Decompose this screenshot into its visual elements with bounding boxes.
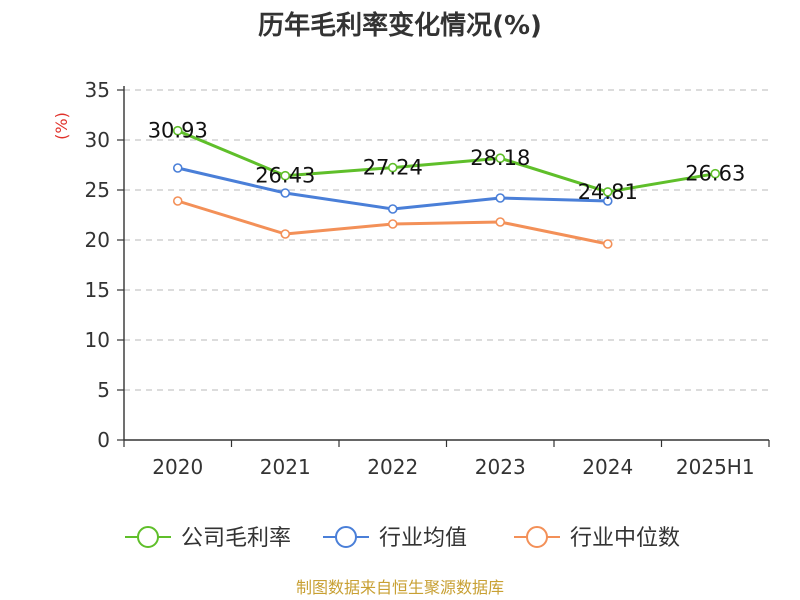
- data-point: [387, 204, 398, 214]
- data-label: 30.93: [148, 119, 208, 143]
- data-labels: 30.93 26.43 27.24 28.18 24.81 26.63: [148, 119, 746, 204]
- x-axis-ticks: 2020 2021 2022 2023 2024 2025H1: [152, 455, 754, 479]
- legend-label: 行业中位数: [570, 526, 680, 551]
- data-point: [495, 193, 506, 203]
- y-tick-label: 20: [85, 228, 110, 252]
- data-point: [387, 162, 398, 173]
- x-tick-label: 2021: [260, 455, 311, 479]
- legend-label: 公司毛利率: [181, 526, 291, 551]
- chart-title: 历年毛利率变化情况(%): [258, 10, 542, 41]
- x-tick-label: 2022: [367, 455, 418, 479]
- y-axis-unit: (%): [52, 112, 71, 140]
- y-tick-label: 5: [97, 378, 110, 402]
- data-point: [602, 239, 613, 249]
- data-label: 28.18: [470, 146, 530, 170]
- data-point: [280, 170, 291, 181]
- data-point: [495, 153, 506, 163]
- x-tick-label: 2020: [152, 455, 203, 479]
- legend-marker: [526, 526, 548, 548]
- data-point: [172, 125, 183, 136]
- legend-label: 行业均值: [379, 526, 467, 551]
- data-point: [495, 217, 506, 227]
- data-point: [710, 168, 721, 179]
- source-note: 制图数据来自恒生聚源数据库: [296, 578, 504, 597]
- y-tick-label: 30: [85, 128, 110, 152]
- gridlines: [124, 89, 769, 391]
- data-label: 26.43: [255, 164, 315, 188]
- data-point: [280, 229, 291, 239]
- data-point: [602, 196, 613, 206]
- data-point: [172, 196, 183, 206]
- data-label: 27.24: [363, 156, 423, 180]
- x-tick-label: 2025H1: [676, 455, 755, 479]
- data-label: 24.81: [578, 180, 638, 204]
- x-tick-label: 2023: [475, 455, 526, 479]
- data-point: [280, 188, 291, 198]
- series-line: [177, 129, 716, 194]
- data-point: [172, 163, 183, 173]
- y-tick-label: 10: [85, 328, 110, 352]
- series-layer: [172, 125, 721, 249]
- y-tick-label: 25: [85, 178, 110, 202]
- data-point: [387, 219, 398, 229]
- y-tick-label: 15: [85, 278, 110, 302]
- x-tick-label: 2024: [582, 455, 633, 479]
- axes: [117, 86, 770, 447]
- legend: 公司毛利率 行业均值 行业中位数: [125, 526, 680, 551]
- y-axis-ticks: 0 5 10 15 20 25 30 35: [85, 78, 110, 452]
- legend-marker: [137, 526, 159, 548]
- y-tick-label: 0: [97, 428, 110, 452]
- legend-marker: [335, 526, 357, 548]
- data-point: [602, 187, 613, 197]
- data-label: 26.63: [685, 162, 745, 186]
- y-tick-label: 35: [85, 78, 110, 102]
